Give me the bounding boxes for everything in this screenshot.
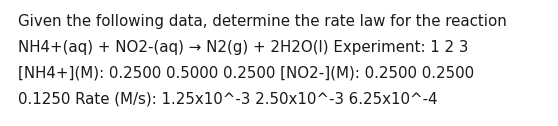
Text: 0.1250 Rate (M/s): 1.25x10^-3 2.50x10^-3 6.25x10^-4: 0.1250 Rate (M/s): 1.25x10^-3 2.50x10^-3… [18, 92, 437, 107]
Text: [NH4+](M): 0.2500 0.5000 0.2500 [NO2-](M): 0.2500 0.2500: [NH4+](M): 0.2500 0.5000 0.2500 [NO2-](M… [18, 66, 474, 81]
Text: Given the following data, determine the rate law for the reaction: Given the following data, determine the … [18, 14, 507, 29]
Text: NH4+(aq) + NO2-(aq) → N2(g) + 2H2O(l) Experiment: 1 2 3: NH4+(aq) + NO2-(aq) → N2(g) + 2H2O(l) Ex… [18, 40, 468, 55]
